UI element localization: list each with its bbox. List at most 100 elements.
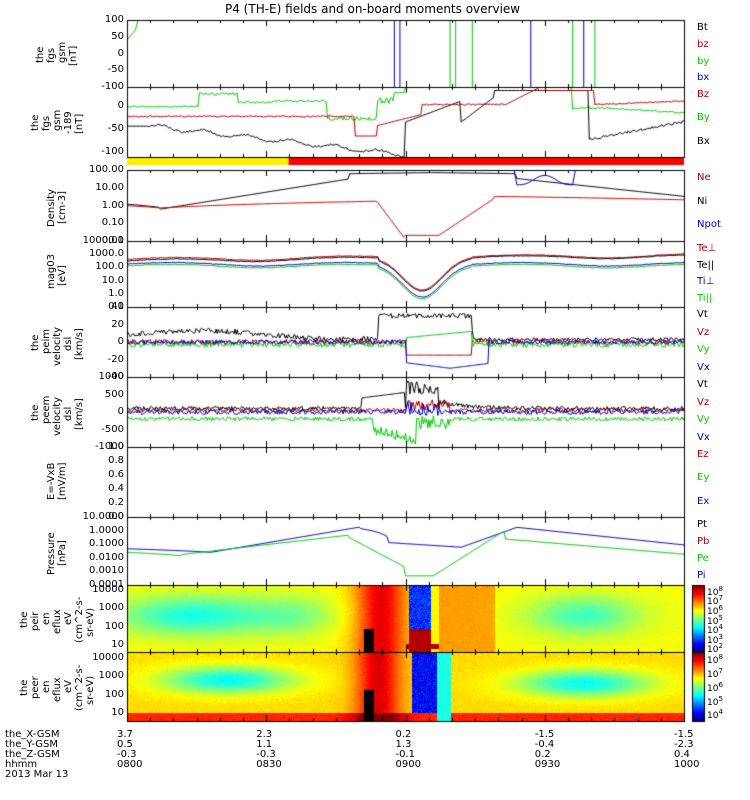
y-tick-label: 10000.0 [0, 236, 124, 246]
legend-entry: Vy [697, 415, 710, 425]
legend-entry: Ti|| [697, 294, 712, 304]
legend-entry: Bt [697, 23, 708, 33]
legend-entry: Vt [697, 310, 708, 320]
legend-entry: Ez [697, 450, 709, 460]
y-axis-label: -189 [64, 111, 74, 134]
y-axis-label: Pressure [47, 532, 57, 575]
legend-entry: Pi [697, 571, 706, 581]
legend-entry: Ti⊥ [697, 277, 714, 287]
y-axis-label: [nT] [75, 114, 85, 134]
y-tick-label: 1.0 [0, 442, 124, 452]
y-axis-label: velocity [53, 397, 63, 436]
y-axis-label: gsm [53, 110, 63, 131]
y-axis-label: the [31, 405, 41, 421]
y-axis-label: fgs [42, 116, 52, 131]
legend-entry: bz [697, 40, 709, 50]
y-axis-label: (cm^2-s- [75, 596, 85, 642]
legend-entry: Vx [697, 363, 710, 373]
legend-entry: Pe [697, 554, 709, 564]
y-axis-label: peir [31, 611, 41, 630]
y-tick-label: 1000.0 [0, 249, 124, 259]
y-tick-label: 10000 [0, 653, 124, 663]
y-axis-label: the [31, 335, 41, 351]
y-axis-label: en [42, 680, 52, 693]
y-axis-label: Density [47, 188, 57, 226]
y-tick-label: -50 [0, 65, 124, 75]
legend-entry: Ey [697, 473, 709, 483]
chart-overlay: P4 (TH-E) fields and on-board moments ov… [0, 0, 750, 800]
y-tick-label: 100.00 [0, 165, 124, 175]
y-tick-label: 0.0010 [0, 566, 124, 576]
y-axis-label: velocity [53, 327, 63, 366]
y-tick-label: 100 [0, 15, 124, 25]
y-axis-label: sr-eV) [86, 607, 96, 636]
y-axis-label: gsm [58, 41, 68, 62]
y-tick-label: -100 [0, 82, 124, 92]
y-tick-label: 10 [0, 708, 124, 718]
y-axis-label: [eV] [58, 265, 68, 286]
y-axis-label: eV [64, 680, 74, 693]
y-axis-label: [nT] [69, 45, 79, 65]
y-axis-label: [cm-3] [58, 190, 68, 223]
legend-entry: Ne [697, 173, 711, 183]
legend-entry: Ex [697, 497, 709, 507]
legend-entry: Pt [697, 520, 707, 530]
x-tick-label: 0800 [117, 760, 142, 770]
x-tick-label: 0830 [256, 760, 281, 770]
y-tick-label: 10.0000 [0, 512, 124, 522]
y-tick-label: 10000 [0, 585, 124, 595]
y-axis-label: eflux [53, 609, 63, 634]
y-tick-label: -100 [0, 147, 124, 157]
legend-entry: by [697, 57, 709, 67]
legend-entry: Ni [697, 197, 707, 207]
y-tick-label: 1.0 [0, 289, 124, 299]
legend-entry: Bx [697, 137, 710, 147]
legend-entry: Vt [697, 380, 708, 390]
y-axis-label: the [20, 679, 30, 695]
y-axis-label: [km/s] [75, 328, 85, 360]
y-axis-label: peim [42, 329, 52, 354]
y-axis-label: the [36, 46, 46, 62]
y-axis-label: fgs [47, 47, 57, 62]
y-axis-label: peer [31, 676, 41, 699]
colorbar-tick-label: 105 [707, 694, 723, 708]
legend-entry: bx [697, 73, 709, 83]
legend-entry: Vy [697, 345, 710, 355]
y-axis-label: the [20, 611, 30, 627]
y-tick-label: 1000 [0, 372, 124, 382]
y-axis-label: [km/s] [75, 398, 85, 430]
colorbar-tick-label: 108 [707, 652, 723, 666]
legend-entry: Vz [697, 328, 709, 338]
y-axis-label: (cm^2-s- [75, 664, 85, 710]
chart-title: P4 (TH-E) fields and on-board moments ov… [225, 3, 520, 15]
legend-entry: Bz [697, 90, 709, 100]
y-axis-label: [mV/m] [58, 463, 68, 501]
legend-entry: Te⊥ [697, 244, 716, 254]
legend-entry: Vx [697, 433, 710, 443]
colorbar-tick-label: 104 [707, 707, 723, 721]
y-axis-label: peem [42, 396, 52, 424]
x-tick-label: 0930 [535, 760, 560, 770]
y-axis-label: the [31, 115, 41, 131]
y-axis-label: dsl [64, 407, 74, 421]
x-tick-label: 1000 [674, 760, 699, 770]
y-axis-label: sr-eV) [86, 675, 96, 704]
y-axis-label: en [42, 612, 52, 625]
y-tick-label: 1.0000 [0, 526, 124, 536]
legend-entry: Pb [697, 537, 709, 547]
colorbar-tick-label: 107 [707, 666, 723, 680]
legend-entry: Te|| [697, 261, 714, 271]
y-axis-label: eflux [53, 677, 63, 702]
legend-entry: Npot [697, 220, 721, 230]
y-tick-label: 50 [0, 32, 124, 42]
y-tick-label: 10 [0, 640, 124, 650]
y-tick-label: 40 [0, 302, 124, 312]
y-axis-label: E=-VxB [47, 463, 57, 500]
x-tick-label: 0900 [396, 760, 421, 770]
y-axis-label: [nPa] [58, 540, 68, 566]
y-axis-label: eV [64, 612, 74, 625]
legend-entry: Vz [697, 398, 709, 408]
legend-entry: By [697, 113, 710, 123]
colorbar-tick-label: 106 [707, 680, 723, 694]
date-label: 2013 Mar 13 [5, 770, 68, 780]
